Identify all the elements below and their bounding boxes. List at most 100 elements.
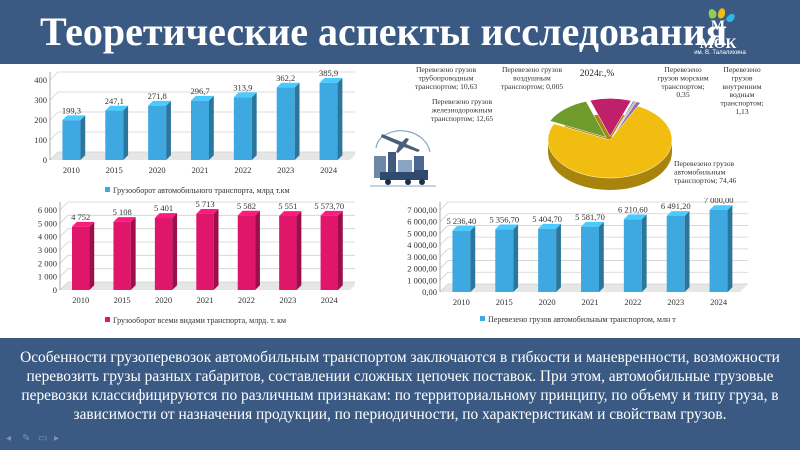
logo-text: МОК — [700, 36, 737, 52]
x-tick-label: 2010 — [63, 165, 80, 175]
screen-icon[interactable]: ▭ — [38, 433, 48, 444]
pie-slice-label: Перевезено грузов железнодорожным транспор… — [431, 97, 494, 123]
legend-label: Грузооборот всеми видами транспорта, млр… — [113, 316, 286, 325]
pen-icon[interactable]: ✎ — [22, 433, 31, 444]
slide-header: Теоретические аспекты исследования М МОК… — [0, 0, 800, 64]
pie-slice-label: Перевезено грузов морским транспортом; 0,35 — [657, 65, 708, 99]
svg-text:М: М — [711, 18, 725, 34]
bar — [196, 209, 219, 290]
bar-value-label: 5 713 — [195, 199, 214, 209]
bar-value-label: 5 356,70 — [489, 214, 519, 224]
gridline-side — [439, 260, 449, 269]
y-tick-label: 0 — [43, 155, 47, 165]
bar-value-label: 5 108 — [113, 207, 132, 217]
bar-value-label: 362,2 — [276, 73, 295, 83]
college-logo: М МОК — [700, 8, 737, 52]
x-tick-label: 2024 — [321, 295, 339, 305]
x-tick-label: 2024 — [320, 165, 338, 175]
bar-value-label: 4 752 — [71, 212, 90, 222]
x-tick-label: 2022 — [234, 165, 251, 175]
x-tick-label: 2021 — [197, 295, 214, 305]
y-tick-label: 0,00 — [422, 287, 437, 297]
bar — [62, 115, 86, 160]
y-tick-label: 3 000 — [38, 245, 57, 255]
y-tick-label: 100 — [34, 135, 47, 145]
y-tick-label: 300 — [34, 95, 47, 105]
gridline-side — [439, 248, 449, 258]
bar-value-label: 199,3 — [62, 105, 81, 115]
gridline-side — [49, 111, 59, 121]
bar — [113, 217, 136, 290]
logo-subtitle: им. В. Талалихина — [694, 50, 746, 56]
gridline-side — [59, 201, 69, 211]
y-tick-label: 200 — [34, 115, 47, 125]
x-tick-label: 2024 — [710, 297, 728, 307]
gridline-side — [439, 201, 449, 211]
slide-description: Особенности грузоперевозок автомобильным… — [20, 349, 780, 423]
x-tick-label: 2010 — [72, 295, 89, 305]
bar-value-label: 5 573,70 — [314, 201, 344, 211]
y-tick-label: 2 000 — [38, 258, 57, 268]
x-tick-label: 2020 — [149, 165, 166, 175]
gridline-side — [439, 225, 449, 234]
y-tick-label: 1 000 — [38, 272, 57, 282]
bar-value-label: 296,7 — [190, 86, 209, 96]
bar — [581, 221, 604, 292]
x-tick-label: 2020 — [539, 297, 556, 307]
bar-value-label: 5 551 — [278, 201, 297, 211]
legend-swatch — [105, 187, 110, 192]
y-tick-label: 4 000 — [38, 232, 57, 242]
x-tick-label: 2015 — [496, 297, 513, 307]
bar-value-label: 6 491,20 — [661, 201, 691, 211]
bar — [191, 95, 214, 160]
bar — [320, 210, 343, 290]
bar-value-label: 271,8 — [148, 91, 167, 101]
x-tick-label: 2023 — [277, 165, 294, 175]
bar — [538, 223, 561, 292]
y-tick-label: 5 000 — [38, 218, 57, 228]
y-tick-label: 4 000,00 — [407, 240, 437, 250]
gridline-side — [59, 281, 69, 291]
gridline-side — [439, 213, 449, 222]
y-tick-label: 1 000,00 — [407, 275, 437, 285]
bar — [623, 214, 647, 292]
gridline-side — [59, 215, 69, 224]
bar — [105, 105, 129, 160]
bar-value-label: 7 000,00 — [704, 198, 734, 205]
pie-slice — [612, 100, 637, 137]
bar — [319, 78, 343, 160]
y-tick-label: 5 000,00 — [407, 228, 437, 238]
gridline-side — [59, 241, 69, 251]
menu-icon[interactable]: ▸ — [54, 433, 60, 444]
x-tick-label: 2010 — [453, 297, 470, 307]
y-tick-label: 6 000 — [38, 205, 57, 215]
bar — [148, 100, 171, 160]
slide-footer: Особенности грузоперевозок автомобильным… — [0, 338, 800, 450]
bar — [276, 82, 300, 160]
x-tick-label: 2020 — [155, 295, 172, 305]
gridline-side — [439, 283, 449, 293]
legend-label: Перевезено грузов автомобильным транспор… — [488, 315, 676, 324]
bar — [154, 213, 178, 290]
pie-slice — [549, 101, 607, 138]
x-tick-label: 2015 — [106, 165, 123, 175]
pie-slice-label: Перевезено грузов автомобильным транспорто… — [674, 159, 737, 185]
gridline-side — [49, 71, 59, 81]
bar — [709, 205, 733, 292]
x-tick-label: 2023 — [667, 297, 684, 307]
slide-content: 0 100 200 300 400 199,3 2010 247,1 2015 271,8 2020… — [0, 64, 800, 338]
pie-title: 2024г.,% — [580, 69, 615, 79]
x-tick-label: 2022 — [238, 295, 255, 305]
back-arrow-icon[interactable]: ◂ — [6, 433, 12, 444]
pie-slice-label: Перевезено грузов воздушным транспортом; 0… — [501, 65, 564, 91]
gridline-side — [439, 272, 449, 281]
legend-swatch — [480, 316, 485, 321]
pie-slice — [547, 105, 673, 179]
gridline-side — [59, 228, 69, 237]
gridline-side — [49, 131, 59, 141]
slide-title: Теоретические аспекты исследования — [40, 9, 728, 54]
bar-value-label: 247,1 — [105, 96, 124, 106]
gridline-side — [439, 236, 449, 246]
y-tick-label: 6 000,00 — [407, 217, 437, 227]
bar-value-label: 5 581,70 — [575, 212, 605, 222]
